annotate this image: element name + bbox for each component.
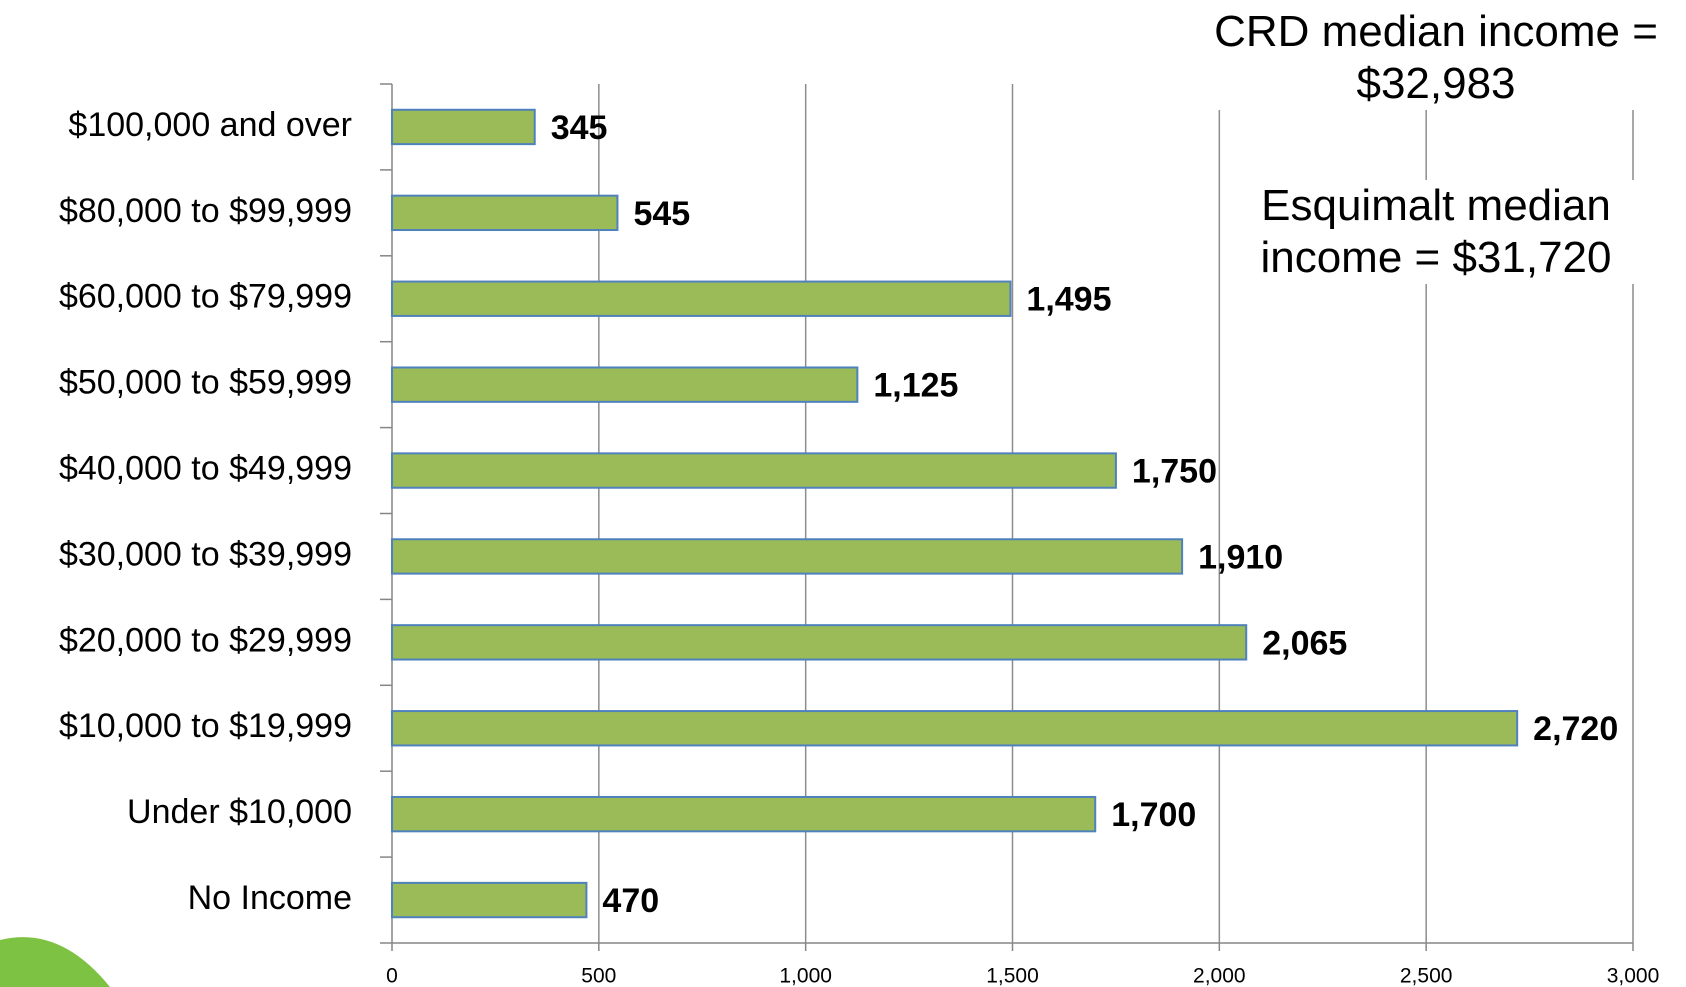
bar	[391, 624, 1248, 661]
x-tick-label: 2,000	[1193, 965, 1246, 987]
bar	[391, 108, 536, 146]
data-label: 2,065	[1262, 624, 1347, 662]
data-label: 345	[551, 109, 608, 147]
bar	[391, 194, 619, 232]
decoration	[0, 937, 110, 987]
x-tick-label: 1,000	[779, 965, 832, 987]
x-tick-label: 2,500	[1400, 965, 1453, 987]
y-tick-label: No Income	[188, 879, 352, 917]
bar	[391, 881, 588, 919]
bar	[391, 795, 1097, 833]
y-tick-label: $30,000 to $39,999	[59, 535, 352, 573]
y-tick-label: $80,000 to $99,999	[59, 192, 352, 230]
annotation: CRD median income = $32,983	[1186, 6, 1686, 110]
y-tick-label: $40,000 to $49,999	[59, 450, 352, 488]
bar	[391, 710, 1519, 747]
bar	[391, 366, 859, 403]
annotation: Esquimalt median income = $31,720	[1226, 180, 1646, 284]
data-label: 470	[602, 882, 659, 920]
data-label: 1,910	[1198, 538, 1283, 576]
data-label: 1,750	[1132, 453, 1217, 491]
data-label: 1,700	[1111, 796, 1196, 834]
y-tick-label: Under $10,000	[127, 793, 352, 831]
x-tick-label: 1,500	[986, 965, 1039, 987]
data-label: 1,495	[1026, 281, 1111, 319]
data-label: 1,125	[873, 367, 958, 405]
y-tick-label: $60,000 to $79,999	[59, 278, 352, 316]
y-tick-label: $20,000 to $29,999	[59, 621, 352, 659]
y-tick-label: $10,000 to $19,999	[59, 707, 352, 745]
data-label: 2,720	[1533, 710, 1618, 748]
x-tick-label: 0	[386, 965, 398, 987]
bar	[391, 538, 1184, 575]
bar	[391, 452, 1117, 489]
y-tick-label: $100,000 and over	[68, 106, 352, 144]
x-tick-label: 3,000	[1607, 965, 1660, 987]
data-label: 545	[633, 195, 690, 233]
bar	[391, 280, 1012, 317]
x-tick-label: 500	[581, 965, 616, 987]
y-tick-label: $50,000 to $59,999	[59, 364, 352, 402]
